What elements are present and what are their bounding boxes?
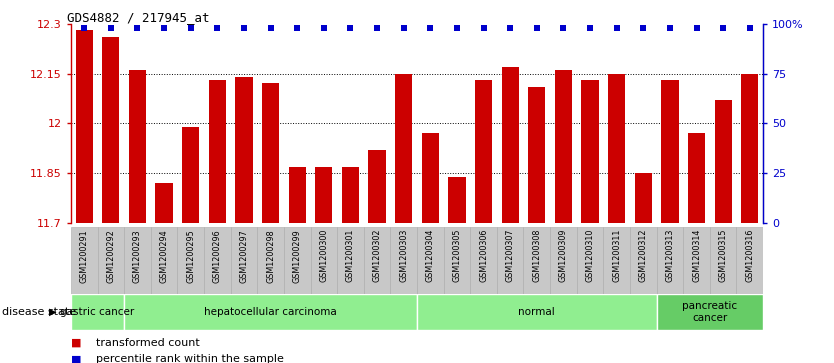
Bar — [257, 227, 284, 294]
Bar — [178, 227, 204, 294]
Bar — [449, 177, 465, 223]
Text: GSM1200312: GSM1200312 — [639, 229, 648, 282]
Bar — [444, 227, 470, 294]
Text: GSM1200295: GSM1200295 — [186, 229, 195, 283]
Text: transformed count: transformed count — [96, 338, 199, 348]
Text: GSM1200314: GSM1200314 — [692, 229, 701, 282]
Text: ■: ■ — [71, 338, 82, 348]
Text: GSM1200292: GSM1200292 — [106, 229, 115, 283]
Bar — [715, 100, 731, 223]
Bar — [417, 227, 444, 294]
Text: GSM1200296: GSM1200296 — [213, 229, 222, 282]
Bar — [124, 294, 417, 330]
Bar — [656, 227, 683, 294]
Bar — [151, 227, 178, 294]
Text: GSM1200304: GSM1200304 — [426, 229, 435, 282]
Bar — [417, 294, 656, 330]
Text: GSM1200291: GSM1200291 — [80, 229, 88, 282]
Text: GSM1200300: GSM1200300 — [319, 229, 329, 282]
Text: hepatocellular carcinoma: hepatocellular carcinoma — [204, 307, 337, 317]
Bar — [231, 227, 257, 294]
Bar — [204, 227, 231, 294]
Bar — [395, 73, 412, 223]
Bar — [603, 227, 630, 294]
Bar — [262, 83, 279, 223]
Bar — [155, 183, 173, 223]
Bar — [235, 77, 253, 223]
Text: GSM1200308: GSM1200308 — [532, 229, 541, 282]
Text: GSM1200299: GSM1200299 — [293, 229, 302, 283]
Bar — [497, 227, 524, 294]
Bar — [710, 227, 736, 294]
Bar — [310, 227, 337, 294]
Bar — [470, 227, 497, 294]
Text: GSM1200313: GSM1200313 — [666, 229, 675, 282]
Text: GSM1200306: GSM1200306 — [479, 229, 488, 282]
Bar — [524, 227, 550, 294]
Text: percentile rank within the sample: percentile rank within the sample — [96, 354, 284, 363]
Text: GSM1200302: GSM1200302 — [373, 229, 382, 282]
Text: GSM1200316: GSM1200316 — [746, 229, 754, 282]
Bar — [656, 294, 763, 330]
Bar — [501, 67, 519, 223]
Text: GSM1200307: GSM1200307 — [505, 229, 515, 282]
Text: GSM1200310: GSM1200310 — [585, 229, 595, 282]
Bar — [364, 227, 390, 294]
Bar — [581, 80, 599, 223]
Bar — [71, 294, 124, 330]
Bar — [98, 227, 124, 294]
Bar — [736, 227, 763, 294]
Bar — [683, 227, 710, 294]
Text: disease state: disease state — [2, 307, 76, 317]
Text: GSM1200311: GSM1200311 — [612, 229, 621, 282]
Bar — [103, 37, 119, 223]
Text: GSM1200293: GSM1200293 — [133, 229, 142, 282]
Bar — [635, 173, 652, 223]
Bar — [369, 150, 385, 223]
Text: GSM1200305: GSM1200305 — [452, 229, 461, 282]
Bar — [390, 227, 417, 294]
Text: pancreatic
cancer: pancreatic cancer — [682, 301, 737, 323]
Text: GSM1200298: GSM1200298 — [266, 229, 275, 282]
Bar — [342, 167, 359, 223]
Text: GDS4882 / 217945_at: GDS4882 / 217945_at — [67, 11, 209, 24]
Bar — [550, 227, 577, 294]
Text: GSM1200294: GSM1200294 — [159, 229, 168, 282]
Bar — [528, 87, 545, 223]
Bar — [630, 227, 656, 294]
Bar — [128, 70, 146, 223]
Text: GSM1200301: GSM1200301 — [346, 229, 355, 282]
Text: normal: normal — [519, 307, 555, 317]
Text: gastric cancer: gastric cancer — [60, 307, 134, 317]
Bar — [555, 70, 572, 223]
Text: ▶: ▶ — [49, 307, 56, 317]
Bar — [688, 133, 706, 223]
Bar — [608, 73, 626, 223]
Text: GSM1200315: GSM1200315 — [719, 229, 728, 282]
Bar — [315, 167, 333, 223]
Bar — [76, 30, 93, 223]
Bar — [71, 227, 98, 294]
Bar — [475, 80, 492, 223]
Text: GSM1200297: GSM1200297 — [239, 229, 249, 283]
Bar — [124, 227, 151, 294]
Bar — [422, 133, 439, 223]
Bar — [182, 127, 199, 223]
Bar — [741, 73, 758, 223]
Text: ■: ■ — [71, 354, 82, 363]
Text: GSM1200303: GSM1200303 — [399, 229, 408, 282]
Bar — [208, 80, 226, 223]
Text: GSM1200309: GSM1200309 — [559, 229, 568, 282]
Bar — [337, 227, 364, 294]
Bar — [289, 167, 306, 223]
Bar — [284, 227, 310, 294]
Bar — [661, 80, 679, 223]
Bar — [577, 227, 603, 294]
